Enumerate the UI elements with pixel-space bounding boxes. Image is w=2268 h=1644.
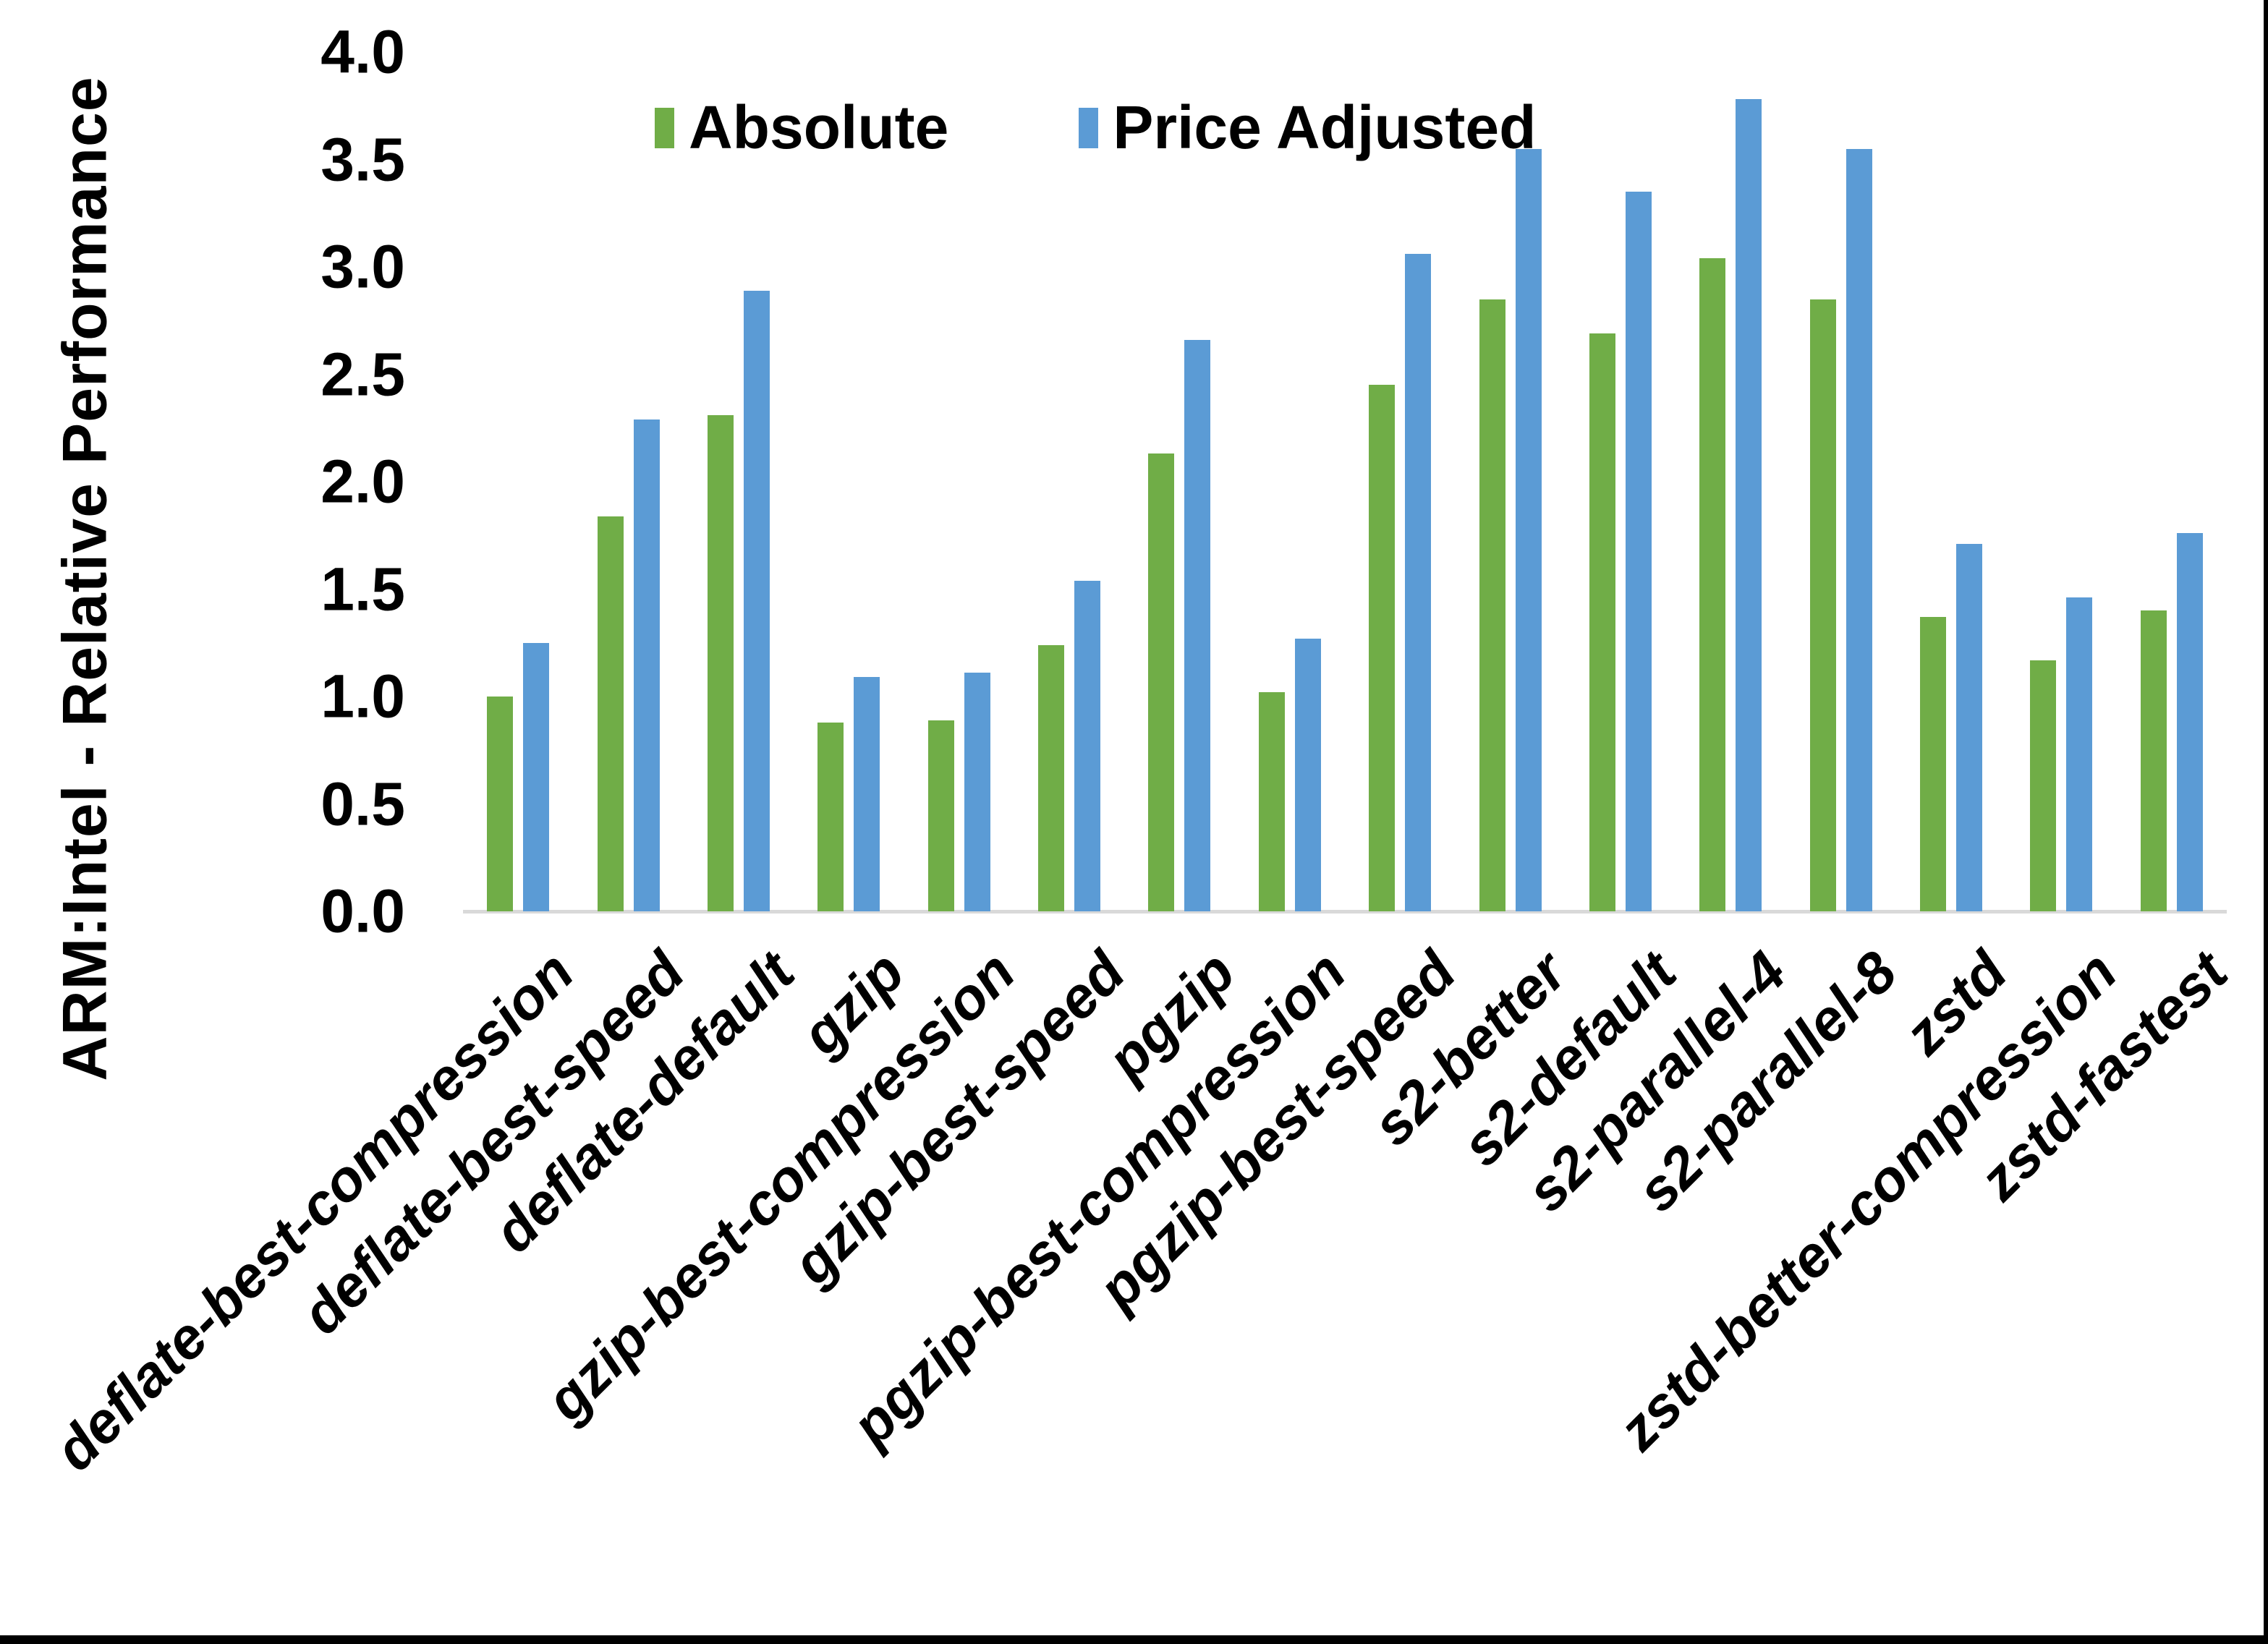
bar-price-adjusted-deflate-best-compression [523, 643, 550, 911]
legend-item-price-adjusted: Price Adjusted [1079, 93, 1536, 163]
bar-absolute-s2-better [1479, 299, 1505, 911]
right-border [2264, 0, 2268, 1644]
legend: Absolute Price Adjusted [655, 93, 1536, 163]
y-tick-label-0.5: 0.5 [320, 770, 405, 838]
bar-price-adjusted-s2-better [1515, 149, 1542, 911]
x-axis-line [463, 910, 2227, 913]
bar-price-adjusted-gzip-best-speed [1074, 581, 1101, 911]
bar-absolute-zstd [1920, 617, 1947, 911]
legend-label-absolute: Absolute [689, 93, 949, 161]
bar-absolute-deflate-best-compression [487, 697, 514, 911]
bar-absolute-gzip-best-compression [927, 720, 954, 911]
bar-price-adjusted-zstd [1956, 544, 1983, 911]
bar-price-adjusted-s2-default [1625, 192, 1652, 911]
y-tick-label-1.0: 1.0 [320, 662, 405, 731]
bar-price-adjusted-gzip-best-compression [964, 673, 990, 911]
bar-absolute-deflate-default [707, 415, 734, 911]
bottom-border [0, 1635, 2268, 1644]
y-tick-label-4.0: 4.0 [320, 17, 405, 86]
bar-absolute-deflate-best-speed [597, 516, 624, 911]
bar-absolute-pgzip-best-compression [1258, 692, 1285, 911]
y-tick-label-1.5: 1.5 [320, 555, 405, 623]
y-tick-label-2.5: 2.5 [320, 340, 405, 408]
y-tick-label-0.0: 0.0 [320, 877, 405, 945]
bar-absolute-pgzip-best-speed [1369, 385, 1396, 911]
y-tick-label-2.0: 2.0 [320, 447, 405, 516]
y-tick-label-3.5: 3.5 [320, 125, 405, 193]
bar-absolute-pgzip [1148, 453, 1175, 911]
bar-absolute-s2-parallel-8 [1809, 299, 1836, 911]
bar-absolute-s2-default [1589, 333, 1615, 911]
bar-absolute-gzip [817, 723, 844, 911]
bar-price-adjusted-zstd-better-compression [2066, 597, 2093, 911]
bar-absolute-gzip-best-speed [1038, 645, 1065, 911]
bar-absolute-zstd-fastest [2140, 610, 2167, 911]
y-tick-label-3.0: 3.0 [320, 232, 405, 301]
bar-price-adjusted-zstd-fastest [2176, 533, 2203, 911]
legend-swatch-absolute-icon [655, 107, 674, 148]
bar-price-adjusted-s2-parallel-4 [1736, 99, 1762, 911]
bar-price-adjusted-s2-parallel-8 [1846, 149, 1872, 911]
legend-item-absolute: Absolute [655, 93, 948, 163]
bar-price-adjusted-pgzip [1184, 340, 1211, 911]
bar-price-adjusted-pgzip-best-speed [1405, 254, 1432, 911]
bar-price-adjusted-pgzip-best-compression [1294, 639, 1321, 911]
bar-absolute-s2-parallel-4 [1699, 258, 1726, 911]
bar-price-adjusted-deflate-best-speed [633, 419, 660, 911]
bar-price-adjusted-gzip [854, 677, 880, 911]
bar-absolute-zstd-better-compression [2030, 660, 2057, 911]
legend-label-price-adjusted: Price Adjusted [1113, 93, 1537, 161]
legend-swatch-price-adjusted-icon [1079, 107, 1099, 148]
bar-price-adjusted-deflate-default [743, 291, 770, 911]
